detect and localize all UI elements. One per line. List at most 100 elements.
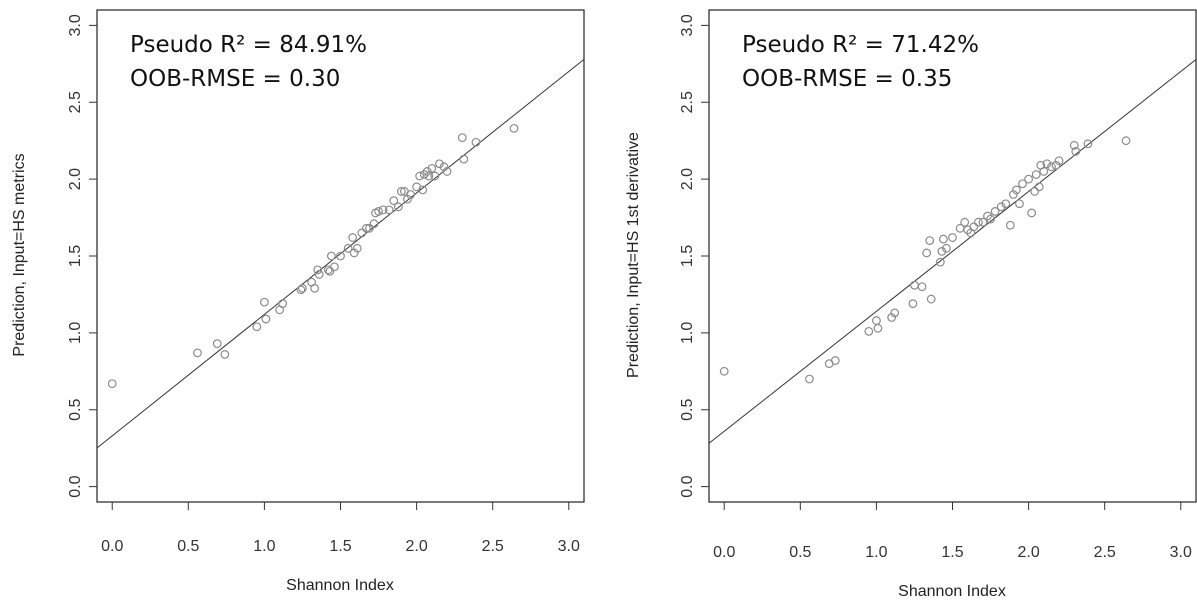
left-x-tick-label: 3.0: [558, 538, 580, 555]
right-data-point: [938, 234, 948, 244]
right-x-tick-label: 0.5: [789, 544, 811, 561]
left-data-point: [325, 266, 335, 276]
left-y-tick-label: 0.5: [67, 399, 84, 421]
right-data-point: [969, 222, 979, 232]
right-data-point: [1024, 174, 1033, 184]
left-data-point: [424, 171, 434, 181]
left-data-point: [310, 283, 320, 293]
left-data-point: [430, 171, 440, 181]
left-x-tick-labels: 0.0 0.5 1.0 1.5 2.0 2.5 3.0: [101, 538, 580, 555]
left-data-point: [326, 251, 336, 261]
right-y-tick-label: 0.0: [679, 475, 696, 497]
right-data-point: [922, 248, 932, 258]
left-data-point: [252, 322, 262, 332]
right-data-point: [1071, 147, 1081, 156]
right-data-point: [1027, 208, 1037, 218]
right-data-point: [917, 282, 927, 292]
right-data-point: [1015, 199, 1024, 209]
right-data-point: [1005, 220, 1015, 230]
right-data-points: [719, 136, 1131, 384]
left-data-point: [439, 162, 449, 172]
left-data-point: [422, 167, 432, 176]
right-data-point: [805, 374, 814, 384]
left-data-point: [378, 205, 388, 215]
right-data-point: [942, 243, 951, 253]
right-scatter-panel: 0.0 0.5 1.0 1.5 2.0 2.5 3.0 0.0 0.5 1.0 1.5 2.0 2.5…: [625, 9, 1197, 600]
left-data-point: [435, 159, 444, 169]
right-data-point: [1042, 159, 1052, 169]
right-data-point: [1051, 160, 1061, 170]
right-pseudo-r2-annotation: Pseudo R² = 71.42%: [742, 32, 979, 58]
right-data-point: [1083, 139, 1093, 149]
left-data-point: [278, 299, 288, 309]
left-pseudo-r2-annotation: Pseudo R² = 84.91%: [130, 32, 367, 58]
right-data-point: [1008, 190, 1018, 199]
left-data-point: [419, 170, 429, 179]
left-y-tick-label: 1.5: [67, 245, 84, 267]
right-data-point: [890, 308, 900, 318]
left-y-axis-title: Prediction, Input=HS metrics: [11, 153, 28, 356]
right-data-point: [910, 280, 919, 290]
right-axis-ticks: [701, 24, 1182, 510]
left-y-tick-labels: 0.0 0.5 1.0 1.5 2.0 2.5 3.0: [67, 14, 84, 498]
right-data-point: [1001, 199, 1011, 209]
right-data-point: [1034, 182, 1044, 192]
left-data-point: [418, 185, 428, 195]
right-x-tick-labels: 0.0 0.5 1.0 1.5 2.0 2.5 3.0: [713, 544, 1192, 561]
right-data-point: [887, 313, 897, 322]
left-x-tick-label: 1.0: [253, 538, 275, 555]
left-data-point: [261, 314, 271, 324]
left-data-point: [457, 133, 467, 143]
left-data-point: [349, 248, 359, 258]
right-data-point: [935, 257, 945, 267]
left-data-point: [107, 379, 117, 389]
left-data-point: [403, 194, 412, 204]
left-fit-line-group: [96, 58, 585, 449]
left-data-point: [352, 243, 362, 253]
right-y-axis-title: Prediction, Input=HS 1st derivative: [625, 132, 642, 378]
left-data-points: [107, 123, 519, 389]
left-data-point: [343, 243, 353, 253]
right-data-point: [872, 316, 881, 325]
right-data-point: [978, 217, 988, 227]
right-x-tick-label: 2.5: [1094, 544, 1116, 561]
right-data-point: [864, 326, 874, 336]
left-x-tick-label: 0.0: [101, 538, 123, 555]
left-regression-line: [96, 58, 585, 449]
left-y-tick-label: 0.0: [67, 475, 84, 497]
left-data-point: [459, 154, 469, 164]
left-data-point: [365, 223, 374, 233]
left-data-point: [361, 223, 371, 233]
right-data-point: [1121, 136, 1131, 146]
left-data-point: [260, 297, 269, 307]
right-data-point: [1012, 185, 1021, 195]
left-data-point: [330, 262, 339, 272]
right-data-point: [1030, 187, 1040, 196]
left-oob-rmse-annotation: OOB-RMSE = 0.30: [130, 66, 340, 92]
left-axis-ticks: [89, 24, 570, 510]
right-data-point: [908, 299, 918, 309]
right-data-point: [873, 323, 883, 333]
left-y-tick-label: 2.5: [67, 91, 84, 113]
right-x-tick-label: 0.0: [713, 544, 735, 561]
right-data-point: [925, 236, 935, 246]
left-data-point: [212, 339, 222, 349]
left-data-point: [406, 190, 415, 199]
left-x-tick-label: 1.5: [329, 538, 351, 555]
left-y-tick-label: 1.0: [67, 322, 84, 344]
left-data-point: [298, 283, 307, 293]
right-data-point: [1018, 179, 1027, 189]
left-data-point: [336, 251, 345, 261]
left-data-point: [509, 123, 519, 133]
right-data-point: [960, 217, 970, 227]
right-y-tick-labels: 0.0 0.5 1.0 1.5 2.0 2.5 3.0: [679, 14, 696, 498]
right-x-tick-label: 2.0: [1017, 544, 1039, 561]
right-data-point: [830, 356, 840, 365]
right-oob-rmse-annotation: OOB-RMSE = 0.35: [742, 66, 952, 92]
left-data-point: [471, 137, 481, 147]
right-data-point: [948, 233, 957, 242]
left-data-point: [296, 285, 306, 295]
right-regression-line: [708, 59, 1197, 444]
right-data-point: [996, 202, 1006, 212]
